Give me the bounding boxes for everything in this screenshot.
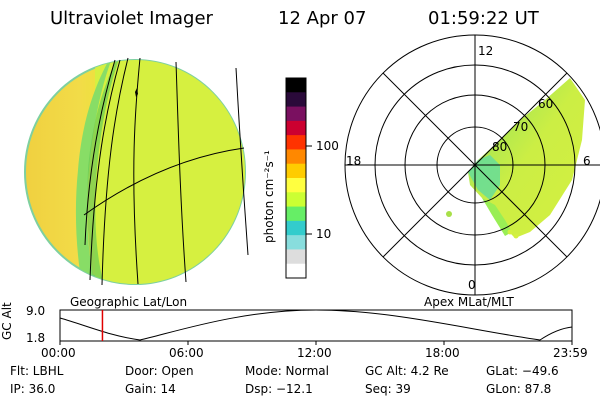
- colorbar-tick-10: 10: [316, 227, 332, 241]
- timeline-xtick-1800: 18:00: [425, 346, 460, 360]
- gain-info: Gain: 14: [125, 382, 176, 396]
- dsp-info: Dsp: −12.1: [245, 382, 313, 396]
- timeline-ylabel: GC Alt: [0, 302, 14, 340]
- geographic-grid-lines: [83, 57, 249, 286]
- glat-info: GLat: −49.6: [486, 364, 559, 378]
- colorbar-band: [286, 92, 306, 108]
- mlt-label-0: 0: [468, 278, 476, 292]
- timeline-ytick-high: 9.0: [26, 304, 46, 318]
- timeline-xtick-2359: 23:59: [553, 346, 588, 360]
- colorbar: [285, 77, 312, 279]
- geographic-panel-label: Geographic Lat/Lon: [70, 295, 188, 309]
- colorbar-band: [286, 263, 306, 279]
- colorbar-tick-100: 100: [316, 139, 339, 153]
- colorbar-band: [286, 120, 306, 136]
- polar-plot: [344, 34, 600, 296]
- colorbar-band: [286, 163, 306, 179]
- lat-label-80: 80: [492, 140, 508, 154]
- mode-info: Mode: Normal: [245, 364, 329, 378]
- small-mark-icon: [135, 88, 138, 97]
- colorbar-band: [286, 192, 306, 208]
- timeline-ytick-low: 1.8: [26, 331, 46, 345]
- glon-info: GLon: 87.8: [486, 382, 552, 396]
- apex-panel-label: Apex MLat/MLT: [424, 295, 514, 309]
- mlt-label-6: 6: [583, 154, 591, 168]
- colorbar-band: [286, 206, 306, 222]
- ip-info: IP: 36.0: [10, 382, 56, 396]
- timeline-plot: [59, 309, 573, 345]
- lat-label-60: 60: [538, 97, 554, 111]
- filter-info: Flt: LBHL: [10, 364, 64, 378]
- door-info: Door: Open: [125, 364, 194, 378]
- seq-info: Seq: 39: [365, 382, 411, 396]
- mlt-label-12: 12: [478, 44, 494, 58]
- instrument-title: Ultraviolet Imager: [50, 8, 213, 29]
- gc-alt-info: GC Alt: 4.2 Re: [365, 364, 449, 378]
- colorbar-band: [286, 78, 306, 93]
- timeline-xtick-0000: 00:00: [41, 346, 76, 360]
- colorbar-band: [286, 249, 306, 265]
- geographic-image: [24, 57, 249, 286]
- colorbar-band: [286, 220, 306, 236]
- colorbar-band: [286, 178, 306, 193]
- mlt-label-18: 18: [346, 154, 362, 168]
- observation-time: 01:59:22 UT: [428, 8, 539, 29]
- colorbar-band: [286, 235, 306, 250]
- timeline-xtick-1200: 12:00: [297, 346, 332, 360]
- colorbar-unit-label: photon cm⁻²s⁻¹: [262, 150, 276, 243]
- colorbar-band: [286, 149, 306, 165]
- colorbar-band: [286, 135, 306, 150]
- lat-label-70: 70: [513, 120, 529, 134]
- timeline-xtick-0600: 06:00: [169, 346, 204, 360]
- colorbar-band: [286, 106, 306, 122]
- observation-date: 12 Apr 07: [278, 8, 367, 29]
